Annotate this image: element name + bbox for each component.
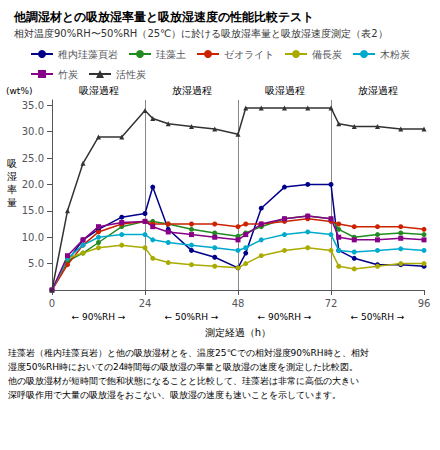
svg-text:← 90%RH →: ← 90%RH → bbox=[258, 312, 312, 322]
svg-text:ゼオライト: ゼオライト bbox=[224, 49, 274, 60]
svg-text:測定経過（h）: 測定経過（h） bbox=[205, 327, 271, 338]
svg-text:35.0: 35.0 bbox=[22, 100, 44, 111]
svg-text:珪藻岩（稚内珪藻頁岩）と他の吸放湿材とを、温度25℃での相対: 珪藻岩（稚内珪藻頁岩）と他の吸放湿材とを、温度25℃での相対湿度90%RH時と、… bbox=[8, 348, 369, 358]
svg-text:稚内珪藻頁岩: 稚内珪藻頁岩 bbox=[58, 49, 118, 60]
svg-text:珪藻土: 珪藻土 bbox=[156, 49, 186, 60]
svg-text:← 50%RH →: ← 50%RH → bbox=[351, 312, 405, 322]
svg-text:0: 0 bbox=[49, 298, 55, 309]
svg-text:木粉炭: 木粉炭 bbox=[380, 49, 410, 60]
svg-text:相対温度90%RH〜50%RH（25℃）に於ける吸放湿率量と: 相対温度90%RH〜50%RH（25℃）に於ける吸放湿率量と吸放湿速度測定（表2… bbox=[14, 28, 388, 39]
svg-text:30.0: 30.0 bbox=[22, 126, 44, 137]
svg-text:他調湿材との吸放湿率量と吸放湿速度の性能比較テスト: 他調湿材との吸放湿率量と吸放湿速度の性能比較テスト bbox=[13, 10, 314, 24]
svg-text:吸湿過程: 吸湿過程 bbox=[265, 85, 305, 96]
svg-text:深呼吸作用で大量の吸放湿をおこない、吸放湿の速度も速いことを: 深呼吸作用で大量の吸放湿をおこない、吸放湿の速度も速いことを示しています。 bbox=[8, 390, 341, 400]
svg-text:20.0: 20.0 bbox=[22, 179, 44, 190]
svg-text:湿度50%RH時においての24時間毎の吸放湿の率量と吸放湿の: 湿度50%RH時においての24時間毎の吸放湿の率量と吸放湿の速度を測定した比較図… bbox=[8, 362, 358, 372]
svg-text:48: 48 bbox=[232, 298, 245, 309]
svg-text:72: 72 bbox=[325, 298, 338, 309]
svg-text:15.0: 15.0 bbox=[22, 205, 44, 216]
svg-text:率: 率 bbox=[7, 184, 17, 195]
svg-text:吸湿過程: 吸湿過程 bbox=[79, 85, 119, 96]
svg-text:竹炭: 竹炭 bbox=[58, 69, 78, 80]
svg-text:96: 96 bbox=[418, 298, 431, 309]
svg-text:24: 24 bbox=[139, 298, 152, 309]
svg-text:(wt%): (wt%) bbox=[6, 86, 32, 96]
svg-text:備長炭: 備長炭 bbox=[312, 49, 342, 60]
svg-text:← 90%RH →: ← 90%RH → bbox=[72, 312, 126, 322]
svg-text:10.0: 10.0 bbox=[22, 232, 44, 243]
svg-text:活性炭: 活性炭 bbox=[116, 69, 146, 80]
svg-text:← 50%RH →: ← 50%RH → bbox=[165, 312, 219, 322]
svg-text:他の吸放湿材が短時間で飽和状態になることと比較して、珪藻岩は: 他の吸放湿材が短時間で飽和状態になることと比較して、珪藻岩は非常に高低の大きい bbox=[8, 376, 359, 386]
svg-text:量: 量 bbox=[7, 197, 17, 208]
svg-text:放湿過程: 放湿過程 bbox=[172, 85, 212, 96]
svg-text:吸: 吸 bbox=[7, 158, 17, 169]
svg-text:湿: 湿 bbox=[7, 171, 17, 182]
svg-text:5.0: 5.0 bbox=[28, 258, 44, 269]
svg-text:25.0: 25.0 bbox=[22, 153, 44, 164]
svg-text:放湿過程: 放湿過程 bbox=[358, 85, 398, 96]
